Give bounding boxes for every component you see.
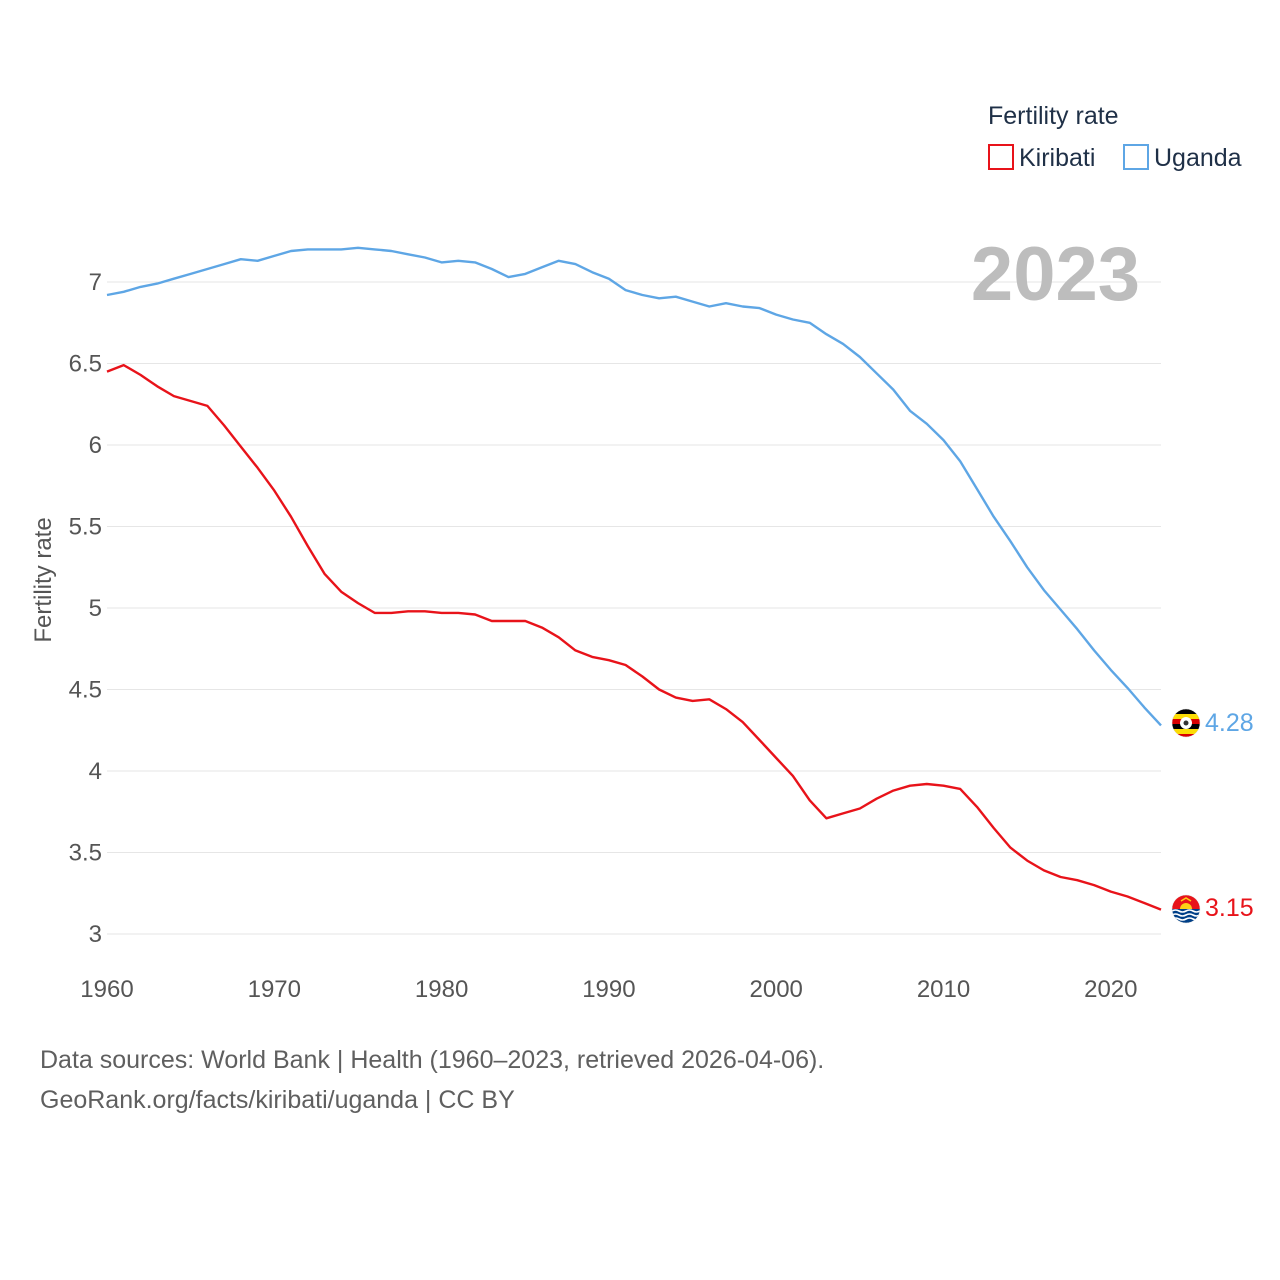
footer-sources: Data sources: World Bank | Health (1960–… [40,1046,825,1074]
legend-swatch-uganda [1123,144,1149,170]
gridlines [107,281,1161,935]
x-tick-label: 1970 [248,976,301,1003]
y-tick-label: 4 [89,758,102,785]
legend-title: Fertility rate [988,102,1119,130]
series-line-kiribati [106,363,1162,911]
x-axis-ticks: 1960 1970 1980 1990 2000 2010 2020 [80,976,1137,1003]
series-line-uganda [106,246,1162,727]
x-tick-label: 1960 [80,976,133,1003]
footer-attribution[interactable]: GeoRank.org/facts/kiribati/uganda | CC B… [40,1086,515,1114]
series-lines [106,246,1162,911]
legend-label-kiribati: Kiribati [1019,144,1095,172]
uganda-flag-icon [1172,709,1200,737]
y-tick-label: 6 [89,432,102,459]
current-year-label: 2023 [971,232,1140,317]
x-tick-label: 2020 [1084,976,1137,1003]
y-axis-ticks: 3 3.5 4 4.5 5 5.5 6 6.5 7 [69,269,102,948]
legend-label-uganda: Uganda [1154,144,1242,172]
y-tick-label: 5 [89,595,102,622]
x-tick-label: 2000 [750,976,803,1003]
kiribati-end-value: 3.15 [1205,894,1254,922]
y-tick-label: 5.5 [69,514,102,541]
kiribati-flag-icon [1172,895,1200,923]
x-tick-label: 1980 [415,976,468,1003]
legend: Fertility rate Kiribati Uganda [988,102,1242,172]
fertility-line-chart: 3 3.5 4 4.5 5 5.5 6 6.5 7 1960 1970 1980 1990 2000 20… [30,102,1254,1003]
footer: Data sources: World Bank | Health (1960–… [40,1040,824,1120]
uganda-end-value: 4.28 [1205,709,1254,737]
y-tick-label: 3.5 [69,840,102,867]
y-axis-title: Fertility rate [30,517,57,642]
y-tick-label: 6.5 [69,351,102,378]
x-tick-label: 1990 [582,976,635,1003]
y-tick-label: 3 [89,921,102,948]
legend-swatch-kiribati [988,144,1014,170]
x-tick-label: 2010 [917,976,970,1003]
y-tick-label: 7 [89,269,102,296]
y-tick-label: 4.5 [69,677,102,704]
